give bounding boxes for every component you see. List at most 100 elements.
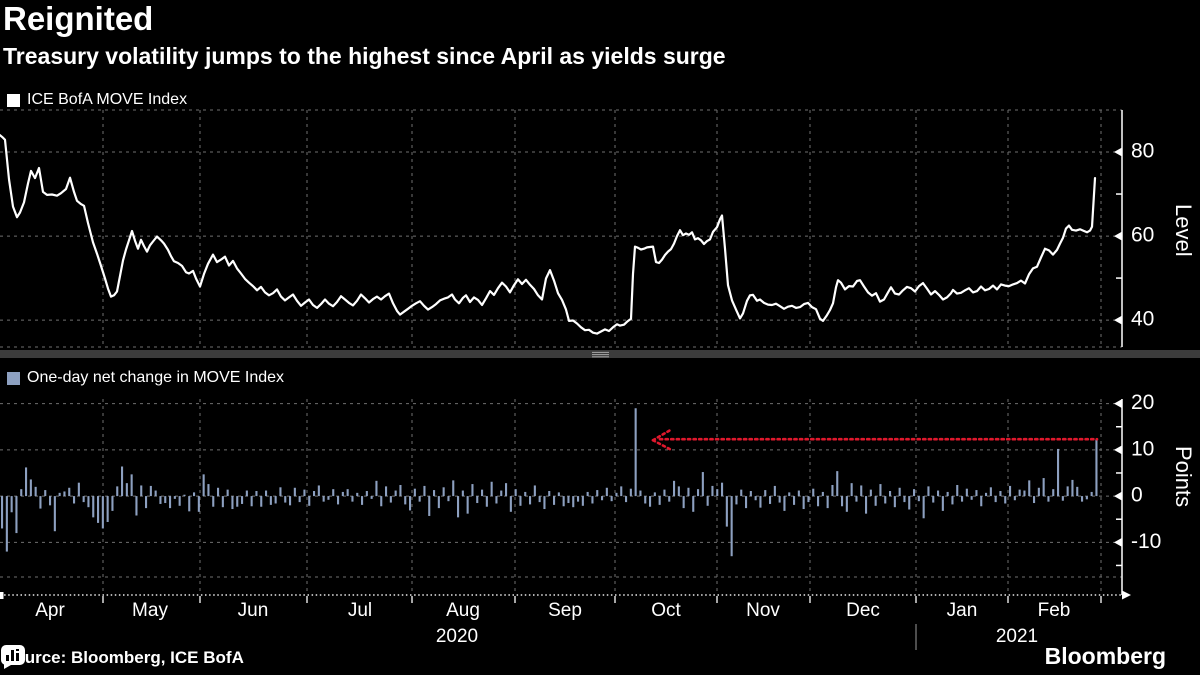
y-tick-label: 10: [1131, 437, 1154, 460]
bar: [394, 490, 397, 497]
bar: [802, 496, 805, 510]
bar: [404, 496, 407, 505]
bar: [610, 496, 613, 502]
bar: [567, 496, 570, 504]
bar: [519, 496, 522, 506]
bar: [471, 484, 474, 497]
bar: [989, 487, 992, 497]
y-tick-arrow: [1114, 315, 1122, 325]
bar: [490, 481, 493, 497]
bar: [1057, 448, 1060, 497]
bar: [596, 490, 599, 497]
bar: [77, 482, 80, 497]
bar: [106, 496, 109, 522]
bar: [649, 496, 652, 507]
bar: [245, 490, 248, 497]
bar: [121, 466, 124, 497]
bar: [1004, 496, 1007, 504]
bar: [793, 496, 796, 505]
bar: [841, 496, 844, 507]
bar: [269, 496, 272, 505]
bar: [173, 496, 176, 499]
bar: [5, 496, 8, 552]
bar: [39, 496, 42, 509]
bar: [356, 492, 359, 497]
bar: [461, 490, 464, 497]
annotation-arrowhead: [651, 428, 672, 442]
bar: [850, 483, 853, 497]
bar: [1071, 479, 1074, 497]
bar: [116, 486, 119, 497]
bar: [807, 496, 810, 503]
bar: [169, 496, 172, 509]
bar: [135, 496, 138, 516]
bar: [1028, 480, 1031, 497]
bar: [970, 496, 973, 500]
bar: [946, 491, 949, 497]
bar: [740, 489, 743, 497]
bar: [29, 479, 32, 497]
bar: [82, 496, 85, 503]
bar: [629, 488, 632, 497]
bar: [879, 484, 882, 497]
bar: [370, 496, 373, 499]
bar: [341, 491, 344, 497]
bar: [265, 490, 268, 497]
bar: [687, 487, 690, 497]
bar: [63, 491, 66, 497]
bar: [332, 489, 335, 497]
bar: [433, 490, 436, 497]
bar: [874, 496, 877, 506]
bar: [68, 487, 71, 497]
y-tick-label: 0: [1131, 484, 1143, 507]
bar: [34, 486, 37, 497]
bar: [476, 496, 479, 504]
bar: [975, 490, 978, 497]
bar: [226, 489, 229, 497]
bar: [255, 491, 258, 497]
bar: [591, 496, 594, 504]
bar: [130, 474, 133, 497]
bar: [999, 491, 1002, 497]
bar: [452, 480, 455, 497]
bar: [509, 496, 512, 512]
year-label: 2021: [996, 626, 1038, 647]
bar: [673, 480, 676, 497]
bloomberg-logo-text: Bloomberg: [1044, 643, 1166, 669]
month-label: Oct: [651, 600, 681, 621]
month-label: May: [132, 600, 168, 621]
bar: [188, 496, 191, 512]
bar: [178, 496, 181, 506]
bar: [692, 496, 695, 512]
bar: [1052, 489, 1055, 497]
bar: [826, 496, 829, 509]
bloomberg-logo-icon: [1, 645, 25, 669]
bar: [965, 488, 968, 497]
bar: [140, 485, 143, 497]
bar: [1023, 490, 1026, 497]
bar: [898, 487, 901, 497]
month-label: Aug: [446, 600, 480, 621]
bar: [845, 496, 848, 512]
bar: [293, 487, 296, 497]
bar: [413, 488, 416, 497]
bar: [337, 496, 340, 505]
bar: [1033, 496, 1036, 504]
bar: [797, 490, 800, 497]
bar: [860, 485, 863, 497]
bar: [505, 483, 508, 497]
bar: [889, 491, 892, 497]
bar: [25, 467, 28, 497]
bar: [572, 496, 575, 508]
bar: [1037, 487, 1040, 497]
month-label: Sep: [548, 600, 582, 621]
page-title: Reignited: [3, 0, 154, 37]
bar: [1, 496, 4, 529]
bar: [908, 496, 911, 510]
bar: [49, 496, 52, 506]
bar: [1066, 486, 1069, 497]
bar: [437, 496, 440, 509]
bar: [313, 491, 316, 497]
bar: [836, 471, 839, 497]
bar: [994, 496, 997, 503]
